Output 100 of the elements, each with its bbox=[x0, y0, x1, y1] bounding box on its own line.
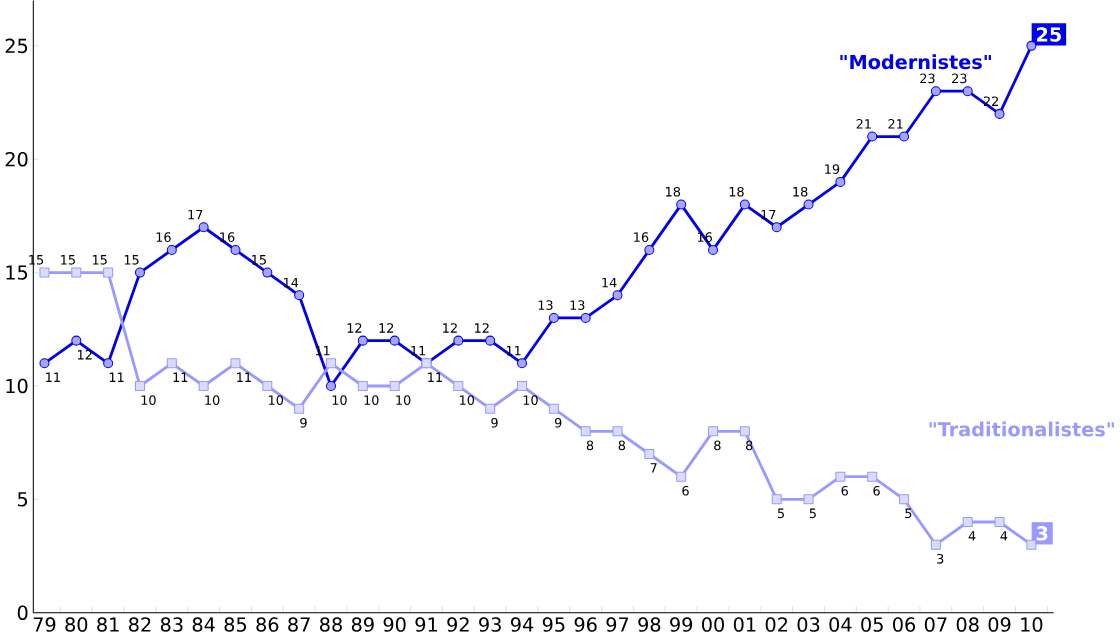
point bbox=[1026, 539, 1037, 550]
data-label: 9 bbox=[491, 417, 498, 428]
point bbox=[453, 335, 464, 346]
data-label: 25 bbox=[1037, 27, 1061, 42]
point bbox=[899, 494, 910, 505]
x-tick-label: 96 bbox=[574, 617, 597, 632]
point bbox=[962, 516, 973, 527]
point bbox=[325, 380, 336, 391]
x-tick-label: 07 bbox=[924, 617, 947, 632]
point bbox=[198, 222, 209, 233]
x-tick-label: 01 bbox=[733, 617, 756, 632]
point bbox=[962, 86, 973, 97]
x-tick-label: 00 bbox=[702, 617, 724, 632]
data-label: 14 bbox=[283, 277, 299, 288]
point bbox=[517, 380, 528, 391]
x-tick-label: 04 bbox=[829, 617, 852, 632]
data-label: 4 bbox=[1000, 531, 1008, 541]
data-label: 5 bbox=[777, 508, 784, 519]
data-label: 11 bbox=[237, 372, 251, 382]
data-label: 8 bbox=[618, 440, 626, 451]
data-label: 22 bbox=[983, 96, 999, 106]
x-tick-label: 94 bbox=[510, 617, 534, 632]
point bbox=[676, 471, 687, 482]
x-tick-label: 83 bbox=[160, 617, 183, 632]
point bbox=[517, 358, 528, 369]
data-label: 15 bbox=[61, 255, 75, 265]
point bbox=[739, 426, 750, 437]
x-tick-label: 06 bbox=[893, 617, 916, 632]
point bbox=[548, 403, 559, 414]
data-label: 7 bbox=[650, 463, 657, 473]
data-label: 11 bbox=[109, 372, 124, 382]
data-label: 10 bbox=[141, 395, 156, 405]
data-label: 19 bbox=[825, 164, 840, 174]
point bbox=[357, 335, 368, 346]
data-label: 11 bbox=[173, 372, 188, 382]
point bbox=[389, 380, 400, 391]
data-label: 12 bbox=[443, 323, 457, 333]
x-tick-label: 81 bbox=[97, 617, 119, 632]
data-label: 16 bbox=[634, 232, 649, 242]
point bbox=[739, 199, 750, 210]
data-label: 9 bbox=[300, 417, 307, 428]
data-label: 14 bbox=[602, 277, 617, 288]
x-tick-label: 97 bbox=[606, 617, 629, 632]
point bbox=[994, 108, 1005, 119]
point bbox=[708, 244, 719, 255]
data-label: 17 bbox=[761, 209, 776, 220]
point bbox=[580, 312, 591, 323]
point bbox=[803, 199, 814, 210]
x-tick-label: 86 bbox=[256, 617, 279, 632]
data-label: 10 bbox=[396, 395, 411, 405]
text: "Traditionalistes" bbox=[929, 421, 1114, 437]
data-label: 12 bbox=[77, 349, 92, 360]
x-tick-label: 98 bbox=[638, 617, 661, 632]
point bbox=[930, 539, 941, 550]
data-label: 10 bbox=[364, 395, 379, 405]
point bbox=[262, 380, 273, 391]
x-tick-label: 02 bbox=[765, 617, 788, 632]
data-label: 10 bbox=[205, 395, 220, 405]
data-label: 17 bbox=[188, 209, 203, 220]
point bbox=[1026, 40, 1037, 51]
point bbox=[166, 244, 177, 255]
point bbox=[548, 312, 559, 323]
data-label: 8 bbox=[745, 440, 753, 451]
x-tick-label: 03 bbox=[797, 617, 820, 632]
point bbox=[230, 358, 241, 369]
y-tick-label: 10 bbox=[6, 378, 28, 394]
point bbox=[771, 222, 782, 233]
data-label: 11 bbox=[428, 372, 442, 382]
point bbox=[357, 380, 368, 391]
y-tick-label: 5 bbox=[18, 492, 28, 507]
data-label: 21 bbox=[856, 119, 871, 129]
data-label: 15 bbox=[92, 255, 107, 265]
point bbox=[71, 335, 82, 346]
data-label: 18 bbox=[666, 186, 681, 197]
point bbox=[134, 267, 145, 278]
data-label: 12 bbox=[347, 323, 362, 333]
data-label: 12 bbox=[474, 323, 489, 333]
data-label: 5 bbox=[905, 508, 912, 519]
data-label: 10 bbox=[332, 395, 347, 405]
data-label: 23 bbox=[952, 73, 967, 84]
y-tick-label: 0 bbox=[17, 605, 28, 620]
x-tick-label: 92 bbox=[447, 617, 469, 632]
point bbox=[103, 267, 114, 278]
y-tick-label: 25 bbox=[5, 38, 28, 54]
data-label: 10 bbox=[460, 395, 475, 405]
point bbox=[994, 516, 1005, 527]
data-label: 6 bbox=[873, 485, 880, 496]
point bbox=[71, 267, 82, 278]
x-tick-label: 08 bbox=[956, 617, 979, 632]
x-tick-label: 80 bbox=[65, 617, 88, 632]
point bbox=[835, 176, 846, 187]
point bbox=[134, 380, 145, 391]
point bbox=[39, 267, 50, 278]
x-tick-label: 93 bbox=[479, 617, 501, 632]
point bbox=[294, 290, 305, 301]
point bbox=[612, 290, 623, 301]
point bbox=[262, 267, 273, 278]
point bbox=[39, 358, 50, 369]
y-tick-label: 15 bbox=[6, 265, 28, 280]
data-label: 21 bbox=[888, 119, 903, 129]
